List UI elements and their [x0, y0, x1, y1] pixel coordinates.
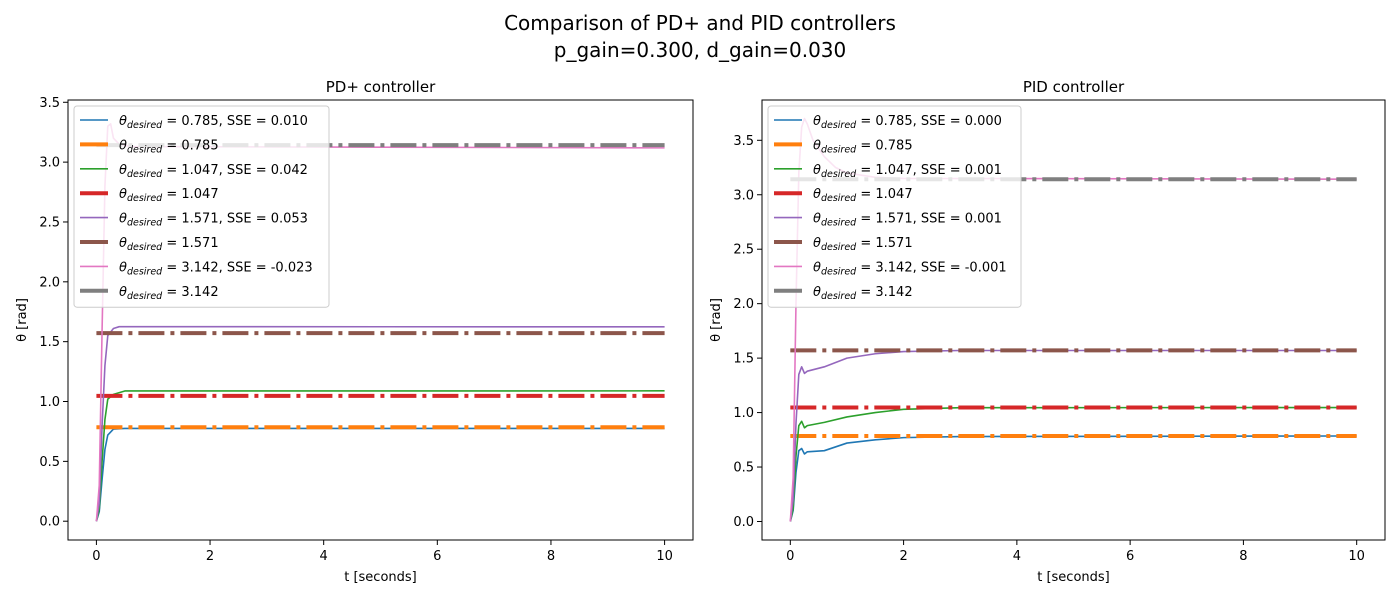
pd-y-axis-label: θ [rad] — [15, 298, 30, 342]
pd-x-axis-label: t [seconds] — [344, 570, 417, 585]
pid-x-tick-label-0: 0 — [786, 549, 794, 564]
pid-y-axis-label: θ [rad] — [709, 298, 724, 342]
pid-legend-label-1: θdesired = 0.785 — [813, 138, 913, 155]
pd-y-tick-label-1: 0.5 — [39, 455, 60, 470]
pd-x-tick-label-5: 10 — [656, 549, 673, 564]
pid-y-tick-label-4: 2.0 — [733, 297, 754, 312]
pd-legend-label-6: θdesired = 3.142, SSE = -0.023 — [119, 260, 313, 277]
pid-series-line-2 — [789, 406, 1357, 522]
pid-y-tick-label-0: 0.0 — [733, 515, 754, 530]
pid-y-tick-label-1: 0.5 — [733, 461, 754, 476]
pd-legend-label-3: θdesired = 1.047 — [119, 187, 219, 204]
pd-legend-label-5: θdesired = 1.571 — [119, 236, 219, 253]
pid-legend: θdesired = 0.785, SSE = 0.000 θdesired = … — [767, 105, 1022, 308]
pid-controller-panel: PID controller 0 2 4 6 8 10 0.0 0.5 1.0 1.5 2.0 2.5 3… — [709, 78, 1386, 585]
pd-series-line-4 — [95, 325, 665, 522]
pid-legend-label-2: θdesired = 1.047, SSE = 0.001 — [813, 163, 1002, 180]
pid-y-tick-label-2: 1.0 — [733, 406, 754, 421]
pd-x-tick-label-0: 0 — [92, 549, 100, 564]
pid-legend-label-6: θdesired = 3.142, SSE = -0.001 — [813, 260, 1007, 277]
pd-x-tick-label-3: 6 — [433, 549, 441, 564]
pd-legend-label-2: θdesired = 1.047, SSE = 0.042 — [119, 163, 308, 180]
pid-x-tick-label-2: 4 — [1013, 549, 1021, 564]
pd-y-tick-label-2: 1.0 — [39, 395, 60, 410]
pid-y-tick-label-5: 2.5 — [733, 243, 754, 258]
pd-legend-label-0: θdesired = 0.785, SSE = 0.010 — [119, 114, 308, 131]
pid-legend-label-5: θdesired = 1.571 — [813, 236, 913, 253]
pid-axes-frame — [761, 99, 1386, 541]
pd-series-line-0 — [95, 427, 665, 522]
pd-axes-frame — [67, 99, 694, 541]
pd-y-tick-label-0: 0.0 — [39, 515, 60, 530]
pd-y-tick-label-7: 3.5 — [39, 96, 60, 111]
pid-series-line-0 — [789, 435, 1357, 522]
pd-series-line-2 — [95, 390, 665, 522]
pid-chart-title: PID controller — [1023, 78, 1125, 96]
pd-legend: θdesired = 0.785, SSE = 0.010 θdesired = … — [73, 105, 330, 308]
figure-title-line1: Comparison of PD+ and PID controllers — [504, 11, 896, 35]
pid-series-line-4 — [789, 349, 1357, 522]
pid-legend-label-0: θdesired = 0.785, SSE = 0.000 — [813, 114, 1002, 131]
pid-legend-box — [767, 105, 1022, 308]
pd-controller-panel: PD+ controller 0 2 4 6 8 10 0.0 0.5 1.0 1.5 2.0 2.5 3… — [15, 78, 694, 585]
pid-legend-label-4: θdesired = 1.571, SSE = 0.001 — [813, 212, 1002, 229]
pd-x-tick-label-4: 8 — [547, 549, 555, 564]
pd-legend-label-4: θdesired = 1.571, SSE = 0.053 — [119, 212, 308, 229]
pid-y-tick-label-7: 3.5 — [733, 134, 754, 149]
pid-y-tick-label-3: 1.5 — [733, 352, 754, 367]
pd-chart-title: PD+ controller — [326, 78, 436, 96]
pd-legend-box — [73, 105, 330, 308]
pid-y-tick-label-6: 3.0 — [733, 188, 754, 203]
pd-legend-label-1: θdesired = 0.785 — [119, 138, 219, 155]
pd-y-tick-label-5: 2.5 — [39, 215, 60, 230]
pid-legend-label-3: θdesired = 1.047 — [813, 187, 913, 204]
pid-x-tick-label-5: 10 — [1348, 549, 1365, 564]
pid-x-tick-label-3: 6 — [1126, 549, 1134, 564]
pid-x-axis-label: t [seconds] — [1037, 570, 1110, 585]
pd-x-tick-label-1: 2 — [206, 549, 214, 564]
pid-x-tick-label-1: 2 — [899, 549, 907, 564]
pid-x-tick-label-4: 8 — [1239, 549, 1247, 564]
pd-y-tick-label-6: 3.0 — [39, 156, 60, 171]
pd-legend-label-7: θdesired = 3.142 — [119, 285, 219, 302]
pd-y-tick-label-3: 1.5 — [39, 335, 60, 350]
pid-legend-label-7: θdesired = 3.142 — [813, 285, 913, 302]
pd-y-tick-label-4: 2.0 — [39, 275, 60, 290]
figure-title-line2: p_gain=0.300, d_gain=0.030 — [554, 38, 847, 62]
pd-x-tick-label-2: 4 — [320, 549, 328, 564]
